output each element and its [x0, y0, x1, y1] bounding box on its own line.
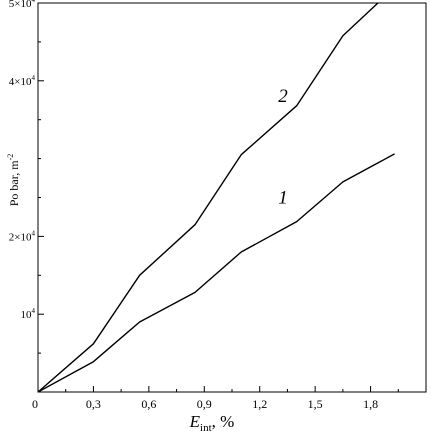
y-tick-exp: 4 — [32, 229, 36, 237]
x-tick-label: 1,5 — [308, 397, 323, 411]
y-tick-label: 5×104 — [9, 0, 36, 10]
x-tick-label: 0,9 — [197, 397, 212, 411]
series-line-1 — [38, 153, 395, 392]
y-tick-base: 2×10 — [9, 231, 32, 243]
x-axis-label-sub: int — [200, 422, 212, 431]
x-axis-label: Eint, % — [189, 412, 235, 431]
x-tick-label: 0,6 — [141, 397, 156, 411]
x-tick-label: 1,8 — [363, 397, 378, 411]
plot-frame — [37, 2, 427, 393]
y-axis-label-sup: -2 — [6, 154, 15, 161]
x-tick-label: 1,2 — [252, 397, 267, 411]
y-tick-exp: 4 — [32, 0, 36, 4]
series-labels: 12 — [278, 86, 288, 209]
y-axis-label: Po bar, m-2 — [6, 154, 21, 207]
y-tick-base: 4×10 — [9, 76, 32, 88]
x-axis-label-rest: , % — [212, 412, 235, 431]
y-tick-label: 2×104 — [9, 229, 36, 243]
series-label-2: 2 — [278, 86, 288, 107]
x-axis-ticks: 0 0,3 0,6 0,9 1,2 1,5 1,8 — [32, 386, 399, 411]
y-tick-base: 10 — [21, 309, 33, 321]
y-tick-exp: 4 — [32, 307, 36, 315]
y-tick-label: 104 — [21, 307, 36, 321]
x-axis-label-main: E — [189, 412, 201, 431]
x-tick-label: 0 — [32, 397, 38, 411]
series-label-1: 1 — [278, 188, 288, 209]
x-tick-label: 0,3 — [86, 397, 101, 411]
series-group — [38, 3, 395, 392]
y-axis-label-main: Po bar, m — [7, 160, 21, 207]
y-tick-label: 4×104 — [9, 74, 36, 88]
y-tick-exp: 4 — [32, 74, 36, 82]
series-line-2 — [38, 3, 379, 392]
y-tick-base: 5×10 — [9, 0, 32, 10]
